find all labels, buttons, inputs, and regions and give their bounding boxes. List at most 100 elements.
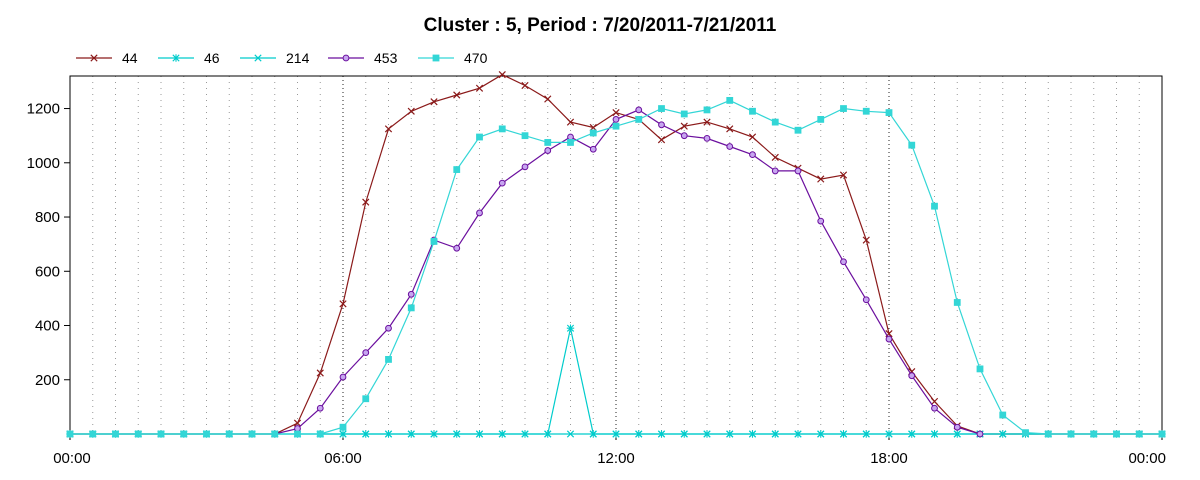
data-point [839,430,848,438]
data-point [362,198,370,206]
data-point [658,121,665,129]
data-point [589,430,597,438]
data-point [726,97,734,104]
data-point [862,296,870,304]
data-point [248,430,256,438]
y-tick-label: 400 [35,318,60,335]
data-point [908,141,916,149]
data-point [521,430,529,438]
data-point [475,84,484,92]
data-point [726,430,734,438]
data-point [680,122,688,130]
data-point [407,290,415,298]
data-point [885,109,893,117]
data-point [1158,430,1166,438]
data-point [726,125,734,133]
data-point [817,430,825,438]
legend: 44 46 214 453 470 [76,50,488,66]
data-point [680,110,688,118]
data-point [840,105,847,112]
data-point [749,107,756,115]
data-point [908,430,916,438]
data-point [521,81,529,90]
legend-item-453: 453 [328,50,398,66]
data-point [498,125,506,133]
data-point [749,151,756,159]
x-tick-label: 00:00 [1128,450,1166,467]
legend-label: 46 [204,50,220,66]
data-point [931,404,938,412]
y-tick-label: 1200 [27,101,60,118]
data-point [521,163,529,171]
data-point [544,95,552,103]
data-point [566,324,575,332]
data-point [453,244,461,252]
data-point [1067,430,1075,438]
data-point [544,147,552,154]
data-point [476,209,483,217]
data-point [293,419,302,427]
data-point [771,167,779,175]
data-point [748,133,757,141]
data-point [316,369,324,377]
data-point [612,115,620,123]
y-tick-label: 600 [35,263,60,280]
data-point [589,145,597,153]
data-point [407,304,415,312]
data-point [635,430,643,438]
data-point [432,54,440,62]
data-point [316,430,324,438]
data-point [885,335,893,343]
data-point [362,430,370,438]
data-point [453,91,461,99]
data-point [544,430,552,438]
data-point [90,54,98,62]
data-point [566,118,575,126]
data-point [271,430,279,438]
data-point [589,129,597,137]
data-point [294,430,301,438]
data-point [794,430,802,438]
data-point [862,236,870,244]
series-line [274,109,981,435]
data-point [1113,430,1120,438]
data-point [771,430,779,438]
data-point [635,115,643,123]
data-point [180,430,188,438]
data-point [794,167,802,175]
legend-label: 44 [122,50,138,66]
data-point [862,430,870,438]
data-point [342,54,350,62]
data-point [225,430,233,438]
y-axis: 200 400 600 800 1000 1200 [27,101,70,389]
data-point [794,126,802,134]
data-point [339,300,347,308]
data-point [498,430,506,438]
data-point [999,411,1007,419]
data-point [658,105,665,112]
data-point [748,430,757,438]
data-point [1044,430,1052,438]
series-470 [66,97,1166,438]
data-point [612,108,620,117]
data-point [567,139,574,146]
legend-item-46: 46 [158,50,220,66]
data-point [885,430,893,438]
data-point [999,430,1007,438]
data-point [339,423,347,431]
data-point [430,98,438,106]
data-point [1135,430,1143,438]
data-point [771,118,779,126]
data-point [430,238,438,245]
data-point [953,299,961,306]
data-point [339,430,347,438]
legend-item-214: 214 [240,50,310,66]
legend-item-470: 470 [418,50,488,66]
x-axis: 00:00 06:00 12:00 18:00 00:00 [53,434,1166,467]
x-tick-label: 12:00 [597,450,635,467]
data-point [172,54,180,62]
data-point [407,107,415,115]
data-point [498,179,506,187]
data-point [134,430,142,438]
data-point [453,430,461,438]
